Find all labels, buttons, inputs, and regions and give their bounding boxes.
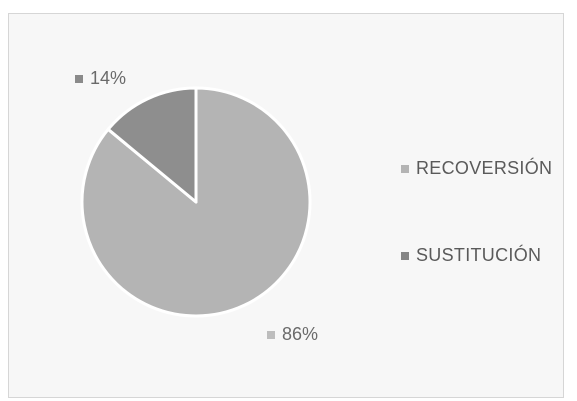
legend-label-sustitucion: SUSTITUCIÓN bbox=[416, 245, 542, 265]
data-label-text-recoversion: 86% bbox=[282, 324, 319, 344]
data-label-swatch-icon bbox=[75, 74, 83, 83]
legend-label-recoversion: RECOVERSIÓN bbox=[416, 158, 553, 178]
chart-area: 14% 86% RECOVERSIÓN SUSTITUCIÓN bbox=[8, 13, 564, 398]
data-label-sustitucion: 14% bbox=[75, 68, 126, 89]
pie-slice-sustitucion bbox=[106, 86, 198, 204]
legend-swatch-icon bbox=[401, 251, 409, 260]
data-label-swatch-icon bbox=[267, 330, 275, 339]
legend-item-sustitucion: SUSTITUCIÓN bbox=[401, 245, 541, 266]
legend-swatch-icon bbox=[401, 164, 409, 173]
data-label-recoversion: 86% bbox=[267, 324, 318, 345]
pie-chart bbox=[80, 86, 312, 318]
legend-item-recoversion: RECOVERSIÓN bbox=[401, 158, 552, 179]
data-label-text-sustitucion: 14% bbox=[90, 68, 127, 88]
